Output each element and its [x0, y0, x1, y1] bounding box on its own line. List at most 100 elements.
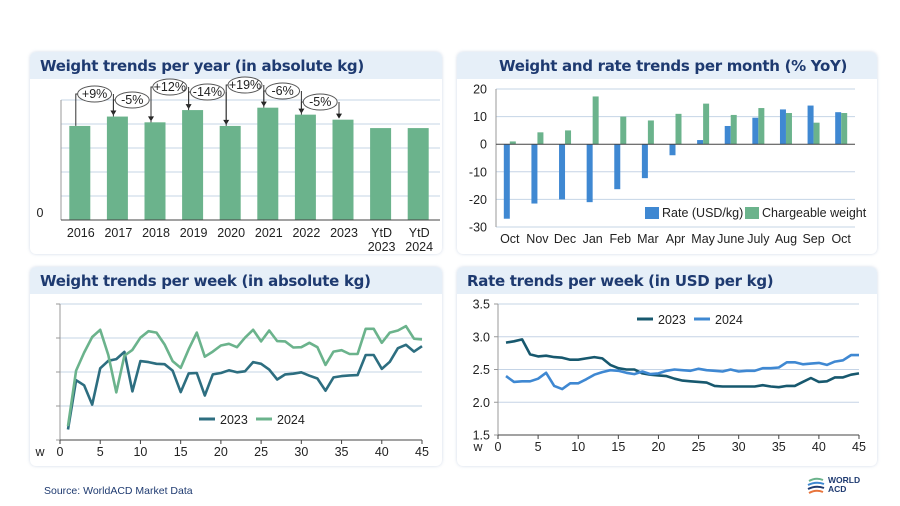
- legend-swatch: [645, 207, 659, 219]
- x-tick-label: 2024: [405, 240, 433, 254]
- bar-weight: [730, 114, 737, 145]
- x-tick-label: 2020: [217, 226, 245, 240]
- series-line-2023: [66, 343, 423, 430]
- panel-weekly-weight: Weight trends per week (in absolute kg): [30, 267, 442, 466]
- y-tick-label: 10: [473, 110, 487, 124]
- panel-header: Weight and rate trends per month (% YoY): [457, 52, 877, 79]
- annotation-bubble: [302, 93, 338, 111]
- x-tick-label: 0: [57, 445, 64, 459]
- x-tick-label: YtD: [371, 226, 392, 240]
- x-tick-label: 2017: [104, 226, 132, 240]
- x-tick-label: 2018: [142, 226, 170, 240]
- bar: [407, 128, 429, 220]
- x-tick-label: Mar: [637, 232, 659, 246]
- y-tick-label: 0: [480, 138, 487, 152]
- x-tick-label: Apr: [666, 232, 685, 246]
- legend-label: 2024: [715, 313, 743, 327]
- x-tick-label: Jan: [583, 232, 603, 246]
- x-tick-label: 10: [133, 445, 147, 459]
- worldacd-logo: WORLD ACD: [806, 475, 876, 499]
- x-tick-label: July: [747, 232, 770, 246]
- logo-waves-icon: [807, 477, 825, 494]
- panel-header: Rate trends per week (in USD per kg): [457, 267, 877, 294]
- bar-rate: [559, 144, 566, 200]
- legend-label: 2023: [220, 413, 248, 427]
- chart-title: Weight and rate trends per month (% YoY): [499, 57, 848, 75]
- x-tick-label: 20: [651, 440, 665, 454]
- x-tick-label: Nov: [526, 232, 549, 246]
- bar: [182, 110, 204, 220]
- bar: [69, 125, 91, 220]
- x-tick-label: 2019: [180, 226, 208, 240]
- y-tick-label: -20: [469, 193, 487, 207]
- x-tick-label: 30: [732, 440, 746, 454]
- bar: [332, 119, 354, 220]
- bar-rate: [531, 144, 538, 204]
- y-tick-label: 0: [37, 206, 44, 220]
- x-tick-label: 2023: [368, 240, 396, 254]
- x-tick-label: 20: [214, 445, 228, 459]
- x-tick-label: 15: [611, 440, 625, 454]
- panel-weekly-rate: Rate trends per week (in USD per kg): [457, 267, 877, 466]
- x-tick-label: 15: [174, 445, 188, 459]
- series-line-2024: [66, 324, 423, 427]
- x-tick-label: YtD: [409, 226, 430, 240]
- bar-rate: [697, 140, 704, 145]
- x-tick-label: 5: [97, 445, 104, 459]
- bar-weight: [647, 120, 654, 145]
- bar: [370, 128, 392, 220]
- y-tick-label: -10: [469, 165, 487, 179]
- bar-weight: [675, 113, 682, 145]
- annotation-bubble: [77, 85, 113, 103]
- bar-rate: [835, 112, 842, 145]
- bar-weight: [565, 130, 572, 145]
- annotation-label: +19%: [229, 78, 261, 92]
- arrow-head-icon: [336, 113, 342, 119]
- legend-swatch: [745, 207, 759, 219]
- y-tick-label: 2.0: [473, 396, 490, 410]
- legend-label: 2024: [277, 413, 305, 427]
- x-tick-label: 5: [535, 440, 542, 454]
- bar: [106, 116, 128, 220]
- x-tick-label: 35: [335, 445, 349, 459]
- bar-weight: [758, 108, 765, 145]
- x-tick-label: Aug: [775, 232, 797, 246]
- legend-label: Rate (USD/kg): [662, 206, 743, 220]
- x-axis-label: w: [34, 445, 45, 459]
- y-tick-label: 3.5: [473, 298, 490, 312]
- chart-title: Weight trends per week (in absolute kg): [40, 272, 371, 290]
- x-tick-label: Sep: [802, 232, 824, 246]
- x-tick-label: 2023: [330, 226, 358, 240]
- y-tick-label: 1.5: [473, 429, 490, 443]
- bar-weight: [509, 141, 516, 145]
- bar: [257, 107, 279, 220]
- panel-monthly-yoy: Weight and rate trends per month (% YoY): [457, 52, 877, 254]
- annotation-label: -5%: [309, 95, 331, 109]
- x-tick-label: 40: [812, 440, 826, 454]
- x-tick-label: 35: [772, 440, 786, 454]
- x-tick-label: 10: [571, 440, 585, 454]
- bar-weight: [592, 96, 599, 145]
- bar-weight: [537, 132, 544, 145]
- annotation-bubble: [265, 82, 301, 100]
- x-tick-label: 2022: [292, 226, 320, 240]
- logo-text: WORLD ACD: [828, 475, 861, 494]
- x-tick-label: June: [717, 232, 744, 246]
- x-tick-label: 45: [415, 445, 429, 459]
- x-tick-label: Oct: [831, 232, 851, 246]
- chart-title: Weight trends per year (in absolute kg): [40, 57, 364, 75]
- x-tick-label: 25: [254, 445, 268, 459]
- bar-weight: [703, 103, 710, 145]
- x-tick-label: 45: [852, 440, 866, 454]
- bar-rate: [779, 109, 786, 145]
- x-tick-label: May: [691, 232, 715, 246]
- x-tick-label: 0: [495, 440, 502, 454]
- annotation-label: -6%: [271, 84, 293, 98]
- annotation-label: -5%: [121, 93, 143, 107]
- annotation-label: -14%: [193, 85, 222, 99]
- legend-label: Chargeable weight: [762, 206, 867, 220]
